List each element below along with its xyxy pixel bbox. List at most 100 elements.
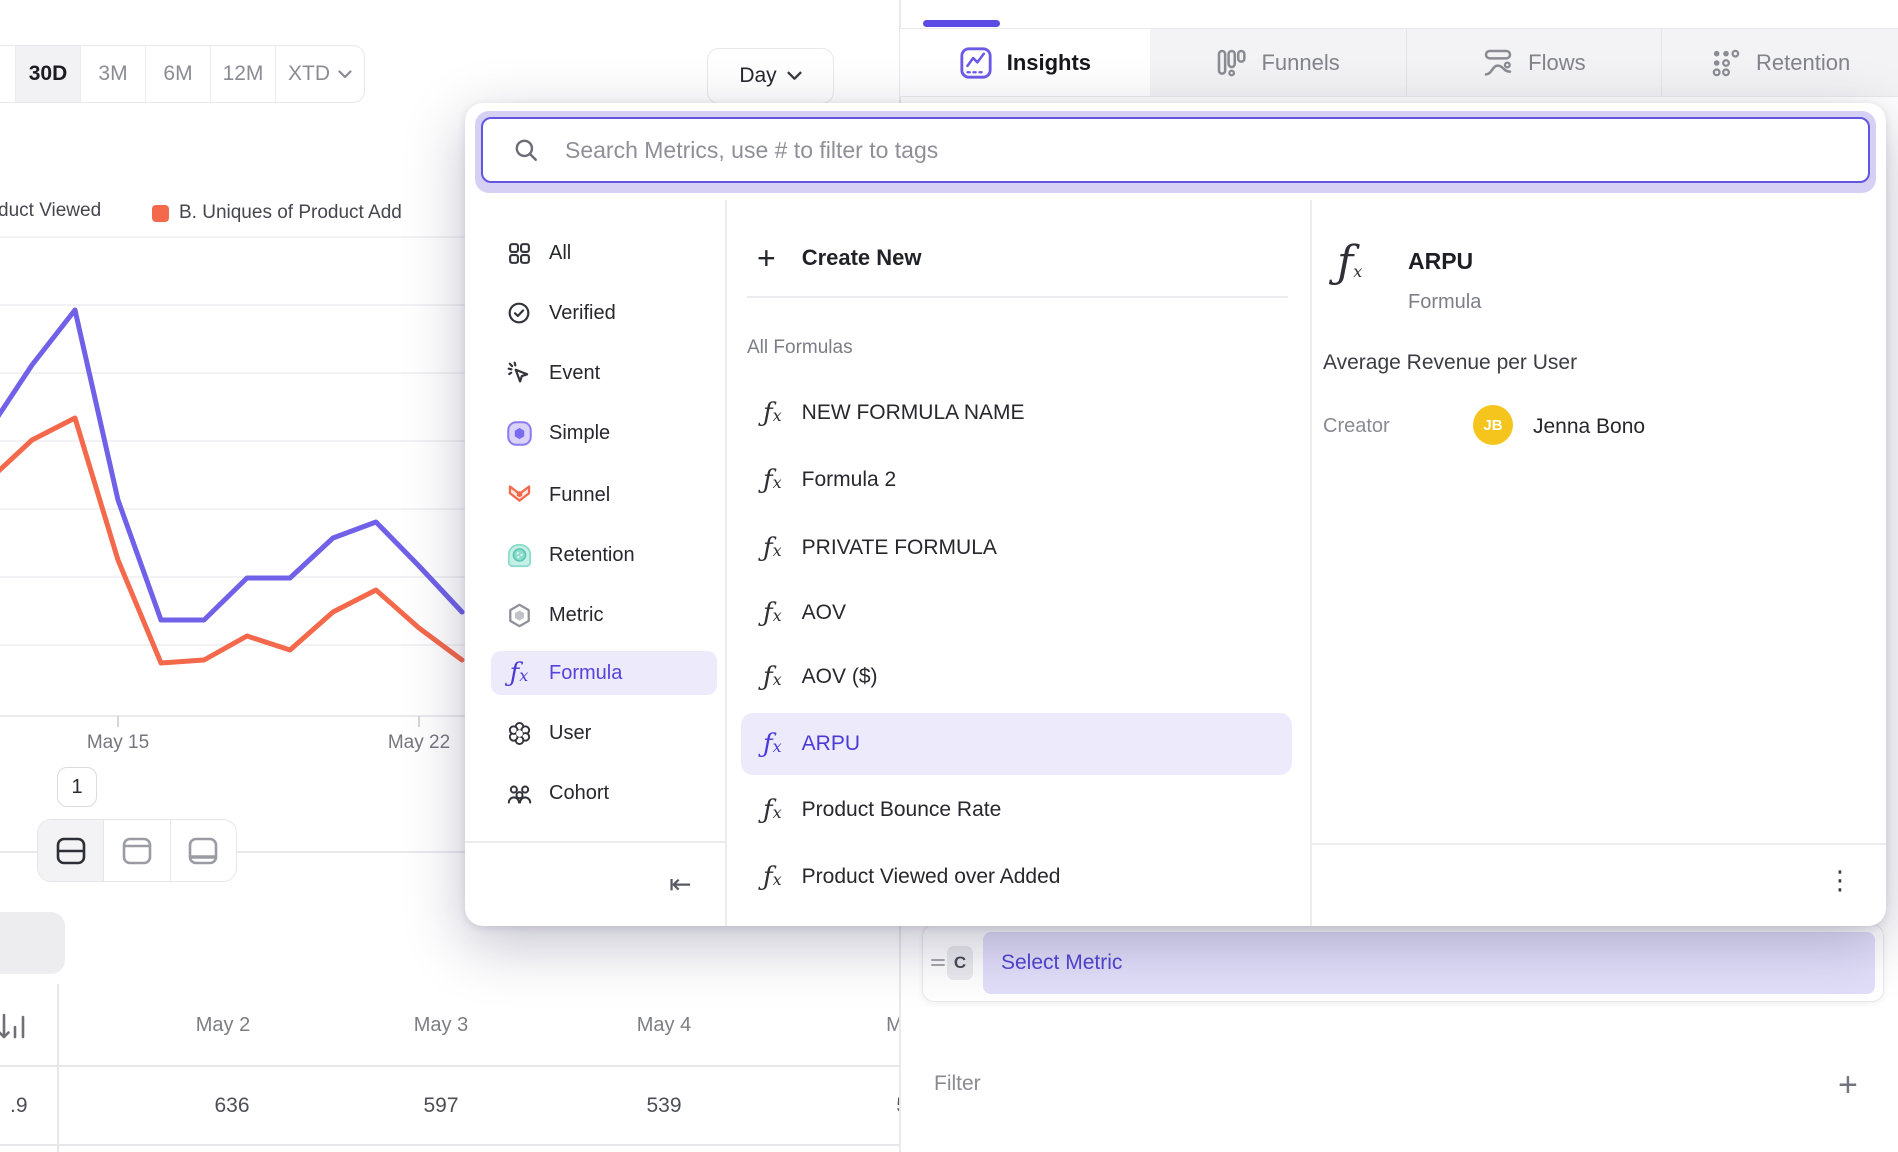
funnel-icon <box>505 482 533 509</box>
time-range-label: 12M <box>222 62 264 85</box>
formula-item[interactable]: ƒx Formula 2 <box>741 456 1292 504</box>
granularity-dropdown[interactable]: Day <box>707 48 834 104</box>
category-verified[interactable]: Verified <box>491 291 717 335</box>
formula-item-label: ARPU <box>801 732 861 755</box>
time-range-xtd-dropdown[interactable]: XTD <box>275 46 364 102</box>
page-number: 1 <box>71 775 83 798</box>
table-header[interactable]: May <box>886 1014 900 1036</box>
table-cell: 636 <box>214 1094 250 1117</box>
search-placeholder: Search Metrics, use # to filter to tags <box>565 136 939 163</box>
category-label: Verified <box>549 301 616 324</box>
retention-dots-icon <box>1712 49 1740 76</box>
layout-bottom-panel-button[interactable] <box>169 820 236 881</box>
filter-section-label: Filter <box>934 1072 981 1095</box>
category-label: Funnel <box>549 483 611 506</box>
time-range-label: 6M <box>163 62 193 85</box>
formula-item[interactable]: ƒx AOV <box>741 589 1292 637</box>
formula-item[interactable]: ƒx PRIVATE FORMULA <box>741 524 1292 572</box>
category-cohort[interactable]: Cohort <box>491 771 717 815</box>
collapse-sidebar-icon[interactable]: ⇤ <box>669 869 692 899</box>
page-number-badge[interactable]: 1 <box>57 767 97 807</box>
sort-icon[interactable] <box>0 1012 30 1042</box>
bottom-panel-icon <box>189 837 218 864</box>
cursor-click-icon <box>505 360 533 386</box>
category-label: Metric <box>549 603 604 626</box>
category-simple[interactable]: Simple <box>491 411 717 455</box>
category-all[interactable]: All <box>491 231 717 275</box>
category-event[interactable]: Event <box>491 351 717 395</box>
formula-item[interactable]: ƒx Product Bounce Rate <box>741 786 1292 834</box>
add-filter-button[interactable]: + <box>1838 1066 1858 1104</box>
user-flower-icon <box>505 720 533 747</box>
category-funnel[interactable]: Funnel <box>491 473 717 517</box>
category-label: Event <box>549 361 601 384</box>
formula-fx-icon: ƒx <box>763 533 782 563</box>
select-metric-field[interactable]: Select Metric <box>983 932 1875 994</box>
time-range-6m[interactable]: 6M <box>145 46 210 102</box>
table-cell: 59 <box>828 1094 900 1118</box>
series-b-line[interactable] <box>0 415 465 666</box>
create-new-button[interactable]: + Create New <box>757 234 922 282</box>
grid-icon <box>505 241 533 266</box>
chevron-down-icon <box>787 71 802 80</box>
table-row-divider <box>0 1144 900 1146</box>
layout-split-horizontal-button[interactable] <box>38 820 104 881</box>
table-cell: 539 <box>646 1094 682 1117</box>
metric-clause-card: C Select Metric <box>922 924 1884 1002</box>
insights-chart-icon <box>960 46 992 79</box>
tab-flows[interactable]: Flows <box>1407 29 1663 96</box>
table-header[interactable]: May 2 <box>195 1014 251 1036</box>
formula-fx-icon-large: ƒx <box>1337 237 1363 288</box>
cohort-people-icon <box>505 780 533 807</box>
clause-letter-badge: C <box>947 946 973 980</box>
detail-footer-divider <box>1310 843 1886 845</box>
formula-item-selected[interactable]: ƒx ARPU <box>741 713 1292 775</box>
formula-item[interactable]: ƒx Product Viewed over Added <box>741 853 1292 901</box>
category-label: Simple <box>549 421 611 444</box>
formula-item[interactable]: ƒx AOV ($) <box>741 653 1292 701</box>
granularity-value: Day <box>739 64 777 87</box>
tab-label: Flows <box>1528 49 1586 75</box>
category-metric[interactable]: Metric <box>491 593 717 637</box>
simple-metric-icon <box>505 420 533 447</box>
search-input[interactable]: Search Metrics, use # to filter to tags <box>481 117 1870 183</box>
report-type-tabs: Insights Funnels Flows <box>900 28 1898 97</box>
tab-funnels[interactable]: Funnels <box>1150 29 1407 96</box>
top-panel-icon <box>122 837 152 864</box>
funnels-bars-icon <box>1218 49 1247 76</box>
time-range-3m[interactable]: 3M <box>80 46 145 102</box>
detail-description: Average Revenue per User <box>1323 351 1578 374</box>
chevron-down-icon <box>338 69 352 78</box>
kebab-menu-icon[interactable]: ⋮ <box>1827 865 1853 895</box>
split-horizontal-icon <box>56 837 85 864</box>
tab-retention[interactable]: Retention <box>1662 29 1898 96</box>
category-label: Formula <box>549 661 623 684</box>
table-cell: 597 <box>423 1094 459 1117</box>
category-formula[interactable]: ƒx Formula <box>491 651 717 695</box>
legend-series-b[interactable]: B. Uniques of Product Add <box>152 202 402 224</box>
category-label: All <box>549 241 572 264</box>
drag-handle-icon[interactable] <box>931 956 945 970</box>
series-a-line[interactable] <box>0 307 465 623</box>
category-user[interactable]: User <box>491 711 717 755</box>
section-divider <box>0 851 900 853</box>
formula-item[interactable]: ƒx NEW FORMULA NAME <box>741 389 1292 437</box>
category-retention[interactable]: Retention <box>491 533 717 577</box>
table-cell-fragment: .9 <box>10 1094 28 1117</box>
table-header[interactable]: May 3 <box>413 1014 469 1036</box>
table-header[interactable]: May 4 <box>636 1014 692 1036</box>
time-range-30d[interactable]: 30D <box>15 46 80 102</box>
formula-fx-icon: ƒx <box>763 729 782 759</box>
layout-top-panel-button[interactable] <box>103 820 169 881</box>
retention-metric-icon <box>505 542 533 569</box>
tab-insights[interactable]: Insights <box>900 29 1150 96</box>
legend-series-b-swatch <box>152 204 169 222</box>
verified-badge-icon <box>505 300 533 326</box>
category-label: User <box>549 721 592 744</box>
formula-fx-icon: ƒx <box>763 862 782 892</box>
detail-creator-name: Jenna Bono <box>1533 415 1646 438</box>
collapsed-panel-fragment[interactable] <box>0 912 65 974</box>
time-range-12m[interactable]: 12M <box>210 46 275 102</box>
x-axis-label: May 22 <box>387 732 451 753</box>
